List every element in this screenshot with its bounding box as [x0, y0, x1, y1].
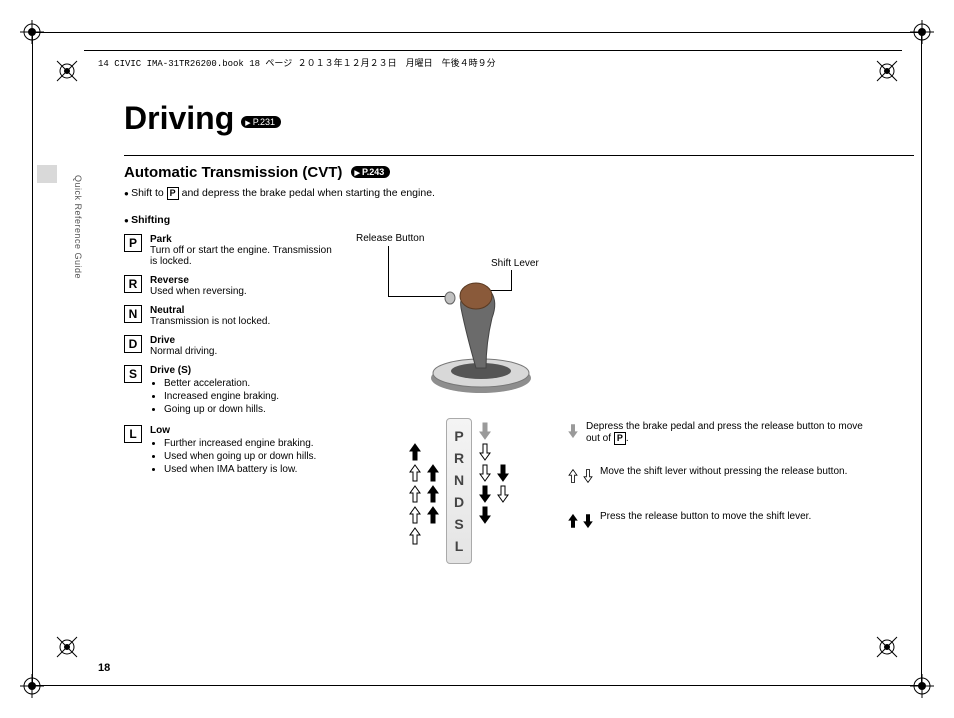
prndsl-letter: S	[447, 513, 471, 535]
title-row: Driving P.231	[124, 100, 914, 137]
gear-bullet: Increased engine braking.	[164, 391, 340, 402]
intro-after: and depress the brake pedal when startin…	[179, 187, 435, 199]
gear-bullet: Used when going up or down hills.	[164, 451, 340, 462]
intro-box-p: P	[167, 187, 179, 200]
page-number: 18	[98, 662, 110, 674]
gear-letter-box: D	[124, 335, 142, 353]
gear-title: Neutral	[150, 305, 340, 316]
prndsl-letter: N	[447, 469, 471, 491]
callout-shift-lever: Shift Lever	[491, 258, 539, 269]
gear-bullets: Further increased engine braking. Used wh…	[150, 438, 340, 475]
page-title: Driving	[124, 100, 234, 137]
arrow-col-left-1	[406, 420, 424, 547]
diagram-area: Release Button Shift Lever PRNDSL Depres…	[356, 218, 896, 638]
gear-title: Park	[150, 234, 340, 245]
prndsl-letter: L	[447, 535, 471, 557]
section-title: Automatic Transmission (CVT)	[124, 164, 342, 181]
legend-icons	[566, 466, 594, 485]
gear-bullet: Going up or down hills.	[164, 404, 340, 415]
intro-line: Shift to P and depress the brake pedal w…	[124, 187, 914, 200]
gear-title: Drive	[150, 335, 340, 346]
gear-bullets: Better acceleration. Increased engine bra…	[150, 378, 340, 415]
gear-text: ParkTurn off or start the engine. Transm…	[150, 234, 340, 267]
prndsl-indicator: PRNDSL	[446, 418, 472, 564]
gear-text: DriveNormal driving.	[150, 335, 340, 357]
legend-icons	[566, 511, 594, 530]
gear-bullet: Further increased engine braking.	[164, 438, 340, 449]
reg-mark-inner-tr	[875, 59, 899, 83]
gear-desc: Used when reversing.	[150, 286, 340, 297]
gear-title: Reverse	[150, 275, 340, 286]
reg-mark-inner-tl	[55, 59, 79, 83]
gear-bullet: Used when IMA battery is low.	[164, 464, 340, 475]
section-page-ref: P.243	[351, 166, 391, 178]
gear-bullet: Better acceleration.	[164, 378, 340, 389]
gear-title: Low	[150, 425, 340, 436]
gear-title: Drive (S)	[150, 365, 340, 376]
shift-lever-illustration	[406, 278, 536, 398]
section-title-row: Automatic Transmission (CVT) P.243	[124, 155, 914, 181]
header-rule	[84, 50, 902, 51]
title-page-ref: P.231	[241, 116, 281, 128]
gear-letter-box: R	[124, 275, 142, 293]
gear-text: Drive (S) Better acceleration. Increased e…	[150, 365, 340, 417]
legend-row: Press the release button to move the shi…	[566, 511, 811, 530]
gear-text: ReverseUsed when reversing.	[150, 275, 340, 297]
gear-letter-box: S	[124, 365, 142, 383]
gear-letter-box: N	[124, 305, 142, 323]
arrow-col-left-2	[424, 420, 442, 547]
gear-letter-box: P	[124, 234, 142, 252]
arrow-col-right-1	[476, 420, 494, 547]
arrow-col-right-2	[494, 420, 512, 547]
margin-tab	[37, 165, 57, 183]
gear-text: NeutralTransmission is not locked.	[150, 305, 340, 327]
legend-row: Depress the brake pedal and press the re…	[566, 421, 866, 445]
legend-icons	[566, 421, 580, 440]
legend-row: Move the shift lever without pressing th…	[566, 466, 847, 485]
gear-letter-box: L	[124, 425, 142, 443]
intro-before: Shift to	[131, 187, 167, 199]
callout-release-button: Release Button	[356, 233, 424, 244]
prndsl-letter: P	[447, 425, 471, 447]
prndsl-letter: R	[447, 447, 471, 469]
reg-mark-inner-br	[875, 635, 899, 659]
reg-mark-inner-bl	[55, 635, 79, 659]
leader-line	[388, 246, 389, 296]
side-label: Quick Reference Guide	[73, 175, 83, 279]
gear-desc: Turn off or start the engine. Transmissi…	[150, 245, 340, 267]
legend-inline-box: P	[614, 432, 626, 445]
legend-text: Move the shift lever without pressing th…	[600, 466, 847, 477]
header-meta: 14 CIVIC IMA-31TR26200.book 18 ページ ２０１３年…	[98, 56, 496, 69]
gear-text: Low Further increased engine braking. Used…	[150, 425, 340, 477]
legend-text: Press the release button to move the shi…	[600, 511, 811, 522]
legend-text: Depress the brake pedal and press the re…	[586, 421, 866, 445]
gear-desc: Transmission is not locked.	[150, 316, 340, 327]
gear-desc: Normal driving.	[150, 346, 340, 357]
prndsl-letter: D	[447, 491, 471, 513]
